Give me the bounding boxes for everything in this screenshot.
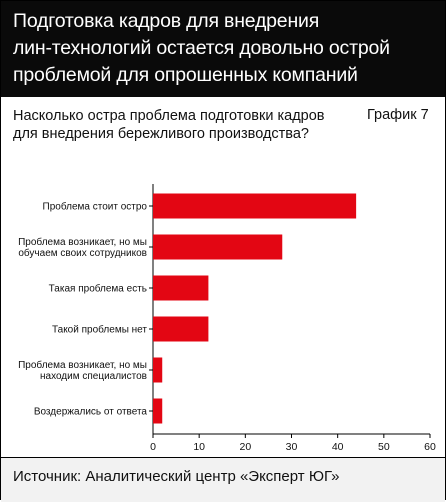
bar-3	[153, 316, 209, 342]
x-tick-label-4: 40	[332, 441, 344, 453]
category-label-0: Проблема стоит остро	[43, 201, 148, 213]
category-label-2: Такая проблема есть	[49, 283, 147, 295]
x-tick-label-0: 0	[150, 441, 156, 453]
bar-0	[153, 193, 357, 219]
footer: Источник: Аналитический центр «Эксперт Ю…	[1, 457, 445, 502]
source-note: Источник: Аналитический центр «Эксперт Ю…	[13, 468, 340, 485]
bar-1	[153, 234, 283, 260]
category-label-line: Такой проблемы нет	[52, 324, 147, 336]
category-label-line: Проблема стоит остро	[43, 201, 148, 213]
header-title: Подготовка кадров для внедрения лин-техн…	[13, 10, 390, 86]
bar-2	[153, 275, 209, 301]
header-banner: Подготовка кадров для внедрения лин-техн…	[1, 1, 445, 97]
chart-title: Насколько остра проблема подготовки кадр…	[13, 108, 325, 142]
x-tick-label-3: 30	[286, 441, 298, 453]
chart-number: График 7	[367, 107, 429, 123]
x-tick-label-6: 60	[424, 441, 436, 453]
x-tick-label-2: 20	[239, 441, 251, 453]
category-label-line: Проблема возникает, но мы	[18, 236, 147, 248]
category-label-5: Воздержались от ответа	[34, 407, 148, 418]
category-label-1: Проблема возникает, но мы обучаем своих с…	[18, 236, 147, 259]
category-label-line: Такая проблема есть	[49, 283, 147, 295]
bar-4	[153, 357, 163, 383]
x-tick-label-1: 10	[193, 441, 205, 453]
category-label-line: находим специалистов	[40, 371, 147, 382]
category-label-line: Проблема возникает, но мы	[18, 359, 147, 371]
category-label-line: Воздержались от ответа	[34, 407, 148, 418]
category-label-3: Такой проблемы нет	[52, 324, 147, 336]
x-tick-label-5: 50	[378, 441, 390, 453]
bar-5	[153, 398, 163, 424]
category-label-line: обучаем своих сотрудников	[18, 247, 147, 259]
category-label-4: Проблема возникает, но мы находим специал…	[18, 359, 147, 382]
